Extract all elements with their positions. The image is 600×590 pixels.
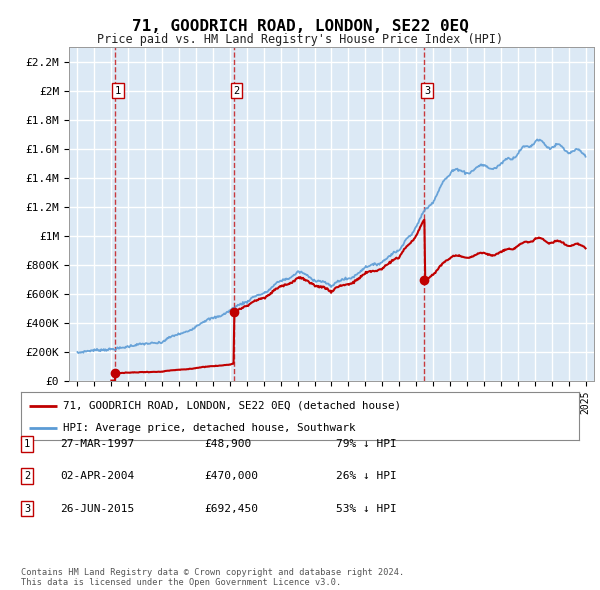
Text: 71, GOODRICH ROAD, LONDON, SE22 0EQ (detached house): 71, GOODRICH ROAD, LONDON, SE22 0EQ (det… xyxy=(63,401,401,411)
Text: 27-MAR-1997: 27-MAR-1997 xyxy=(60,439,134,448)
Text: 2: 2 xyxy=(233,86,240,96)
Text: 26% ↓ HPI: 26% ↓ HPI xyxy=(336,471,397,481)
Text: £48,900: £48,900 xyxy=(204,439,251,448)
Text: 2: 2 xyxy=(24,471,30,481)
Text: £692,450: £692,450 xyxy=(204,504,258,513)
Text: Contains HM Land Registry data © Crown copyright and database right 2024.
This d: Contains HM Land Registry data © Crown c… xyxy=(21,568,404,587)
Text: HPI: Average price, detached house, Southwark: HPI: Average price, detached house, Sout… xyxy=(63,423,355,432)
Text: 02-APR-2004: 02-APR-2004 xyxy=(60,471,134,481)
Text: 26-JUN-2015: 26-JUN-2015 xyxy=(60,504,134,513)
Text: £470,000: £470,000 xyxy=(204,471,258,481)
Text: 1: 1 xyxy=(115,86,121,96)
Text: Price paid vs. HM Land Registry's House Price Index (HPI): Price paid vs. HM Land Registry's House … xyxy=(97,33,503,46)
Text: 3: 3 xyxy=(424,86,430,96)
Text: 1: 1 xyxy=(24,439,30,448)
Text: 3: 3 xyxy=(24,504,30,513)
Text: 53% ↓ HPI: 53% ↓ HPI xyxy=(336,504,397,513)
Text: 71, GOODRICH ROAD, LONDON, SE22 0EQ: 71, GOODRICH ROAD, LONDON, SE22 0EQ xyxy=(131,19,469,34)
Text: 79% ↓ HPI: 79% ↓ HPI xyxy=(336,439,397,448)
